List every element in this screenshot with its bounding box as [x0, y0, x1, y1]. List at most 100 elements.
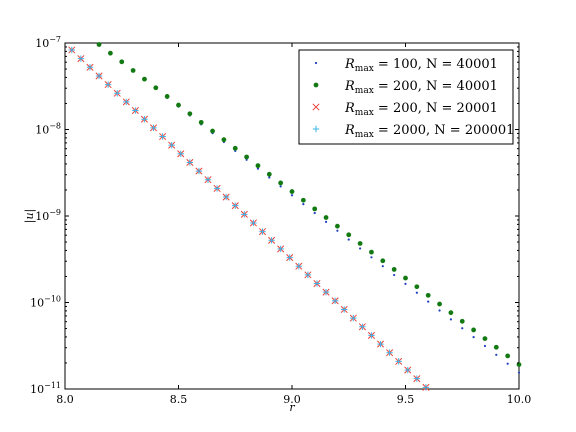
data-point [493, 344, 499, 350]
data-point [404, 366, 411, 374]
data-point [232, 145, 238, 151]
y-tick-label: 10−11 [30, 381, 61, 396]
legend-marker [312, 103, 320, 111]
data-point [448, 310, 454, 316]
data-point [322, 288, 330, 296]
data-point [449, 318, 452, 321]
data-point [313, 211, 316, 215]
data-point [335, 223, 340, 229]
data-point [96, 42, 102, 47]
x-tick-label: 9.5 [397, 393, 415, 406]
data-point [413, 375, 421, 382]
data-point [304, 271, 312, 279]
legend-box [298, 49, 514, 145]
series-3 [68, 46, 430, 391]
data-point [517, 371, 521, 374]
data-point [204, 176, 212, 183]
x-tick-label: 8.0 [56, 393, 74, 406]
data-point [300, 197, 306, 203]
data-point [277, 245, 284, 253]
data-point [359, 323, 366, 330]
data-point [256, 167, 260, 170]
data-point [380, 258, 386, 264]
data-point [198, 119, 204, 125]
data-point [377, 340, 384, 348]
data-point [359, 247, 362, 250]
data-point [414, 284, 420, 290]
data-point [482, 336, 488, 342]
data-point [427, 300, 430, 303]
legend-marker [313, 82, 319, 88]
data-point [114, 90, 121, 97]
data-point [313, 280, 321, 287]
data-point [268, 237, 275, 244]
tick-layer: 8.0 8.5 9.0 9.5 10.0 10−11 10−10 10−9 10−8 10−7 [30, 35, 531, 406]
x-axis-label: r [289, 401, 295, 414]
x-tick-label: 9.0 [283, 393, 301, 406]
legend: Rmax = 100, N = 40001 Rmax = 200, N = 400… [298, 49, 514, 145]
legend-label: Rmax = 200, N = 40001 [344, 79, 498, 96]
legend-entry: Rmax = 2000, N = 200001 [312, 123, 514, 140]
data-point [472, 335, 475, 339]
data-point [142, 76, 147, 82]
data-point [279, 185, 282, 188]
data-point [386, 349, 393, 356]
data-point [415, 291, 418, 294]
data-point [259, 228, 266, 235]
y-tick-label: 10−9 [35, 208, 61, 223]
data-point [86, 64, 94, 71]
data-point [222, 193, 230, 201]
data-point [370, 256, 373, 259]
data-point [437, 301, 442, 307]
data-point [123, 98, 130, 106]
legend-entry: Rmax = 200, N = 40001 [313, 79, 498, 96]
data-point [302, 203, 305, 206]
data-point [290, 194, 294, 197]
data-point [187, 111, 193, 117]
data-point [132, 107, 139, 114]
series-1 [96, 42, 522, 367]
data-point [186, 159, 194, 166]
data-point [336, 229, 339, 232]
data-point [459, 318, 465, 324]
data-point [141, 115, 148, 123]
data-point [244, 154, 250, 160]
data-point [331, 297, 339, 305]
data-point [241, 211, 248, 218]
legend-label: Rmax = 200, N = 20001 [344, 101, 498, 118]
data-point [425, 292, 431, 298]
data-point [350, 314, 357, 322]
data-point [341, 306, 348, 313]
series-layer [68, 42, 522, 391]
data-point [286, 254, 293, 261]
data-point [295, 263, 303, 270]
data-point [422, 384, 430, 391]
data-point [403, 275, 408, 281]
y-axis-label: |u| [23, 209, 37, 224]
data-point [176, 102, 181, 108]
data-point [195, 167, 203, 175]
data-point [323, 215, 329, 220]
data-point [324, 220, 328, 223]
data-point [108, 50, 113, 56]
data-point [346, 232, 352, 238]
data-point [368, 332, 375, 339]
data-point [232, 202, 239, 209]
data-point [255, 163, 261, 169]
legend-marker [314, 61, 318, 65]
data-point [461, 327, 464, 330]
data-point [95, 72, 103, 80]
legend-label: Rmax = 2000, N = 200001 [344, 123, 514, 140]
legend-entry: Rmax = 200, N = 20001 [312, 101, 498, 118]
data-point [395, 358, 402, 365]
data-point [471, 327, 476, 333]
data-point [250, 219, 257, 227]
data-point [438, 309, 441, 312]
data-point [119, 59, 125, 65]
data-point [153, 85, 159, 91]
data-point [347, 238, 350, 241]
data-point [381, 265, 384, 268]
data-point [357, 241, 363, 246]
data-point [77, 55, 85, 62]
